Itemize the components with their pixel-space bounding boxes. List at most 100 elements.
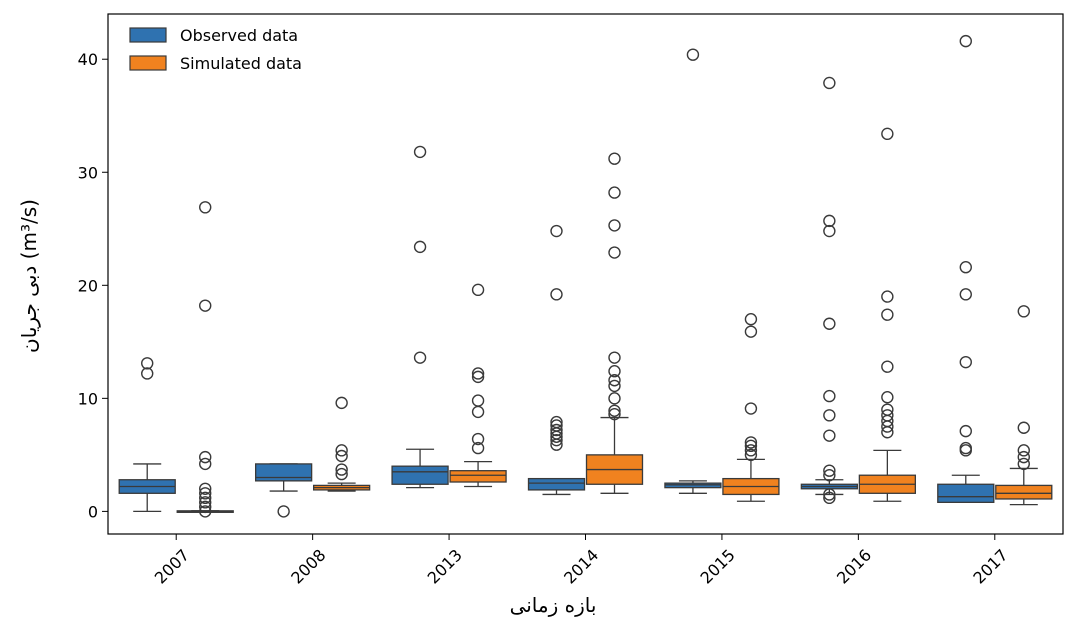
outlier-point	[471, 441, 485, 455]
outlier-point	[1017, 421, 1030, 434]
outlier-point	[471, 283, 485, 297]
outlier-point	[550, 433, 563, 447]
outlier-point	[608, 379, 621, 393]
outlier-point	[335, 467, 348, 481]
outlier-point	[199, 487, 212, 500]
outlier-point	[744, 325, 758, 338]
outlier-point	[199, 482, 212, 495]
box-body	[995, 484, 1053, 500]
outlier-point	[1017, 444, 1030, 457]
outlier-point	[141, 357, 154, 370]
outlier-point	[744, 436, 758, 449]
box-body	[254, 463, 313, 482]
outlier-point	[608, 365, 621, 378]
box-observed-data-2008	[254, 463, 313, 518]
box-body	[527, 477, 586, 491]
outlier-point	[550, 224, 563, 238]
outlier-point	[744, 313, 758, 326]
legend-label: Simulated data	[180, 54, 302, 73]
outlier-point	[823, 317, 836, 330]
x-tick-label: 2007	[151, 545, 193, 587]
y-tick-label: 40	[78, 50, 98, 69]
outlier-point	[959, 441, 972, 455]
outlier-point	[413, 240, 427, 254]
outlier-point	[959, 34, 972, 48]
box-simulated-data-2007	[176, 201, 234, 518]
outlier-point	[823, 409, 836, 422]
legend: Observed data Simulated data	[129, 26, 302, 73]
outlier-point	[550, 423, 563, 437]
outlier-point	[199, 450, 212, 464]
outlier-point	[608, 246, 621, 259]
outlier-point	[608, 152, 621, 165]
outlier-point	[823, 389, 836, 403]
box-observed-data-2007	[118, 357, 176, 513]
outlier-point	[823, 429, 836, 442]
box-simulated-data-2017	[995, 305, 1053, 506]
outlier-point	[823, 491, 836, 505]
outlier-point	[744, 439, 758, 453]
outlier-point	[1017, 450, 1030, 464]
outlier-point	[335, 444, 348, 457]
outlier-point	[199, 491, 212, 505]
x-tick-label: 2015	[697, 545, 739, 587]
x-tick-label: 2016	[833, 545, 875, 587]
outlier-point	[959, 288, 972, 301]
boxes-layer	[118, 34, 1053, 518]
outlier-point	[823, 464, 836, 477]
outlier-point	[550, 415, 563, 429]
outlier-point	[335, 463, 348, 476]
outlier-point	[141, 367, 154, 380]
y-tick-label: 30	[78, 163, 98, 182]
plot-frame	[107, 13, 1064, 535]
outlier-point	[608, 404, 621, 417]
outlier-point	[881, 127, 894, 141]
outlier-point	[335, 449, 348, 463]
outlier-point	[608, 186, 621, 199]
legend-label: Observed data	[180, 26, 298, 45]
outlier-point	[608, 392, 621, 405]
box-simulated-data-2016	[858, 127, 917, 502]
x-tick-label: 2017	[969, 545, 1011, 587]
box-simulated-data-2014	[585, 152, 644, 494]
outlier-point	[550, 419, 563, 432]
outlier-point	[823, 224, 836, 238]
outlier-point	[413, 145, 427, 159]
box-body	[391, 465, 449, 485]
y-axis-title: دبی جریان (m³/s)	[17, 199, 41, 353]
outlier-point	[471, 367, 485, 380]
box-observed-data-2013	[391, 145, 449, 489]
legend-swatch	[129, 55, 167, 71]
x-axis: 2007 2008 2013 2014 2015 2016 2017	[151, 534, 1012, 588]
x-tick-label: 2013	[424, 545, 466, 587]
box-observed-data-2015	[664, 48, 722, 494]
box-body	[937, 483, 995, 503]
outlier-point	[608, 351, 621, 364]
outlier-point	[686, 48, 700, 61]
outlier-point	[471, 432, 485, 446]
outlier-point	[823, 488, 836, 501]
outlier-point	[199, 496, 212, 509]
box-body	[449, 470, 507, 483]
outlier-point	[959, 261, 972, 274]
box-observed-data-2017	[937, 34, 995, 503]
outlier-point	[608, 374, 621, 387]
outlier-point	[550, 288, 563, 301]
outlier-point	[608, 407, 621, 421]
outlier-point	[823, 214, 836, 228]
outlier-point	[744, 402, 758, 415]
box-observed-data-2016	[800, 76, 859, 505]
outlier-point	[471, 405, 485, 419]
outlier-point	[1017, 457, 1030, 471]
outlier-point	[199, 457, 212, 471]
outlier-point	[335, 396, 348, 410]
outlier-point	[881, 409, 894, 422]
outlier-point	[959, 424, 972, 438]
outlier-point	[823, 469, 836, 482]
outlier-point	[199, 299, 212, 312]
outlier-point	[471, 370, 485, 384]
outlier-point	[881, 391, 894, 404]
outlier-point	[881, 290, 894, 303]
outlier-point	[881, 403, 894, 416]
